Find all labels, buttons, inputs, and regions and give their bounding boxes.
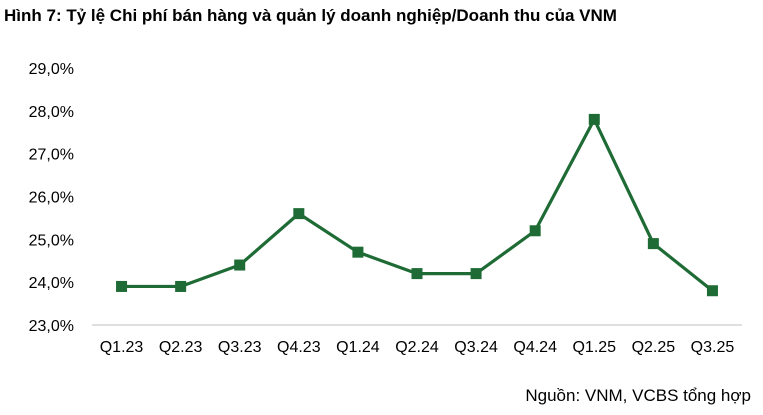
data-point-marker <box>175 280 187 292</box>
data-point-marker <box>706 285 718 297</box>
y-tick-label: 28,0% <box>29 104 74 121</box>
x-tick-label: Q3.25 <box>691 339 735 356</box>
data-point-marker <box>234 259 246 271</box>
data-point-marker <box>352 246 364 258</box>
y-tick-label: 27,0% <box>29 147 74 164</box>
chart-title: Hình 7: Tỷ lệ Chi phí bán hàng và quản l… <box>4 6 617 25</box>
x-axis: Q1.23 Q2.23 Q3.23 Q4.23 Q1.24 Q2.24 Q3.24 Q4.24… <box>92 324 742 356</box>
series-line <box>121 117 714 292</box>
x-tick-label: Q2.24 <box>395 339 439 356</box>
source-note: Nguồn: VNM, VCBS tổng hợp <box>525 386 751 405</box>
y-tick-label: 25,0% <box>29 232 74 249</box>
x-tick-label: Q4.24 <box>513 339 557 356</box>
x-tick-label: Q2.25 <box>632 339 676 356</box>
y-axis: 23,0% 24,0% 25,0% 26,0% 27,0% 28,0% 29,0% <box>29 61 74 335</box>
data-point-marker <box>470 268 482 280</box>
data-point-marker <box>116 280 128 292</box>
series-layer <box>116 113 718 297</box>
x-tick-label: Q1.25 <box>572 339 616 356</box>
x-tick-label: Q1.23 <box>100 339 144 356</box>
x-tick-label: Q4.23 <box>277 339 321 356</box>
y-tick-label: 24,0% <box>29 275 74 292</box>
x-tick-label: Q3.23 <box>218 339 262 356</box>
data-point-marker <box>293 208 305 220</box>
data-point-marker <box>647 238 659 250</box>
x-tick-label: Q2.23 <box>159 339 203 356</box>
y-tick-label: 23,0% <box>29 318 74 335</box>
x-tick-label: Q3.24 <box>454 339 498 356</box>
data-point-marker <box>529 225 541 237</box>
data-point-marker <box>588 113 600 125</box>
x-tick-label: Q1.24 <box>336 339 380 356</box>
data-point-marker <box>411 268 423 280</box>
y-tick-label: 29,0% <box>29 61 74 78</box>
y-tick-label: 26,0% <box>29 190 74 207</box>
